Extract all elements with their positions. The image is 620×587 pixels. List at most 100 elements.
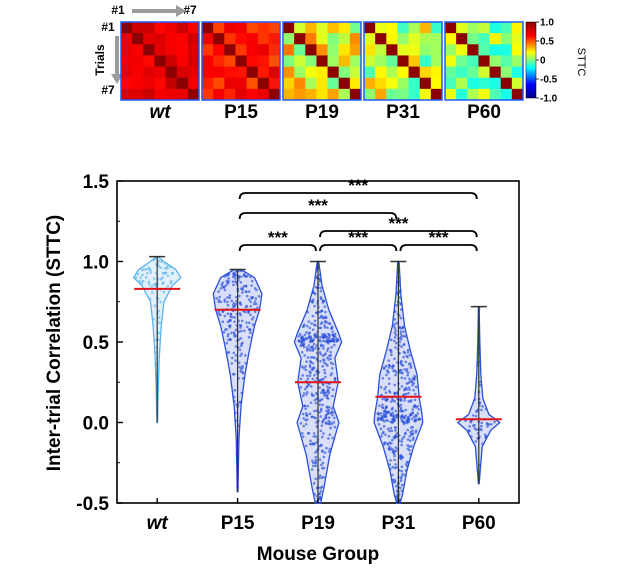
data-point: [376, 418, 380, 422]
data-point: [251, 316, 255, 319]
data-point: [239, 354, 242, 358]
heatmap-cell: [283, 55, 295, 67]
data-point: [403, 377, 407, 380]
x-axis-label: Mouse Group: [257, 544, 379, 565]
data-point: [218, 295, 221, 299]
data-point: [304, 444, 308, 448]
heatmap-cell: [316, 44, 328, 56]
data-point: [329, 340, 332, 343]
data-point: [323, 326, 327, 329]
data-point: [394, 409, 398, 413]
heatmap-cell: [176, 44, 189, 56]
heatmap-cell: [456, 22, 468, 34]
data-point: [321, 354, 325, 358]
data-point: [329, 426, 332, 430]
heatmap-cell: [143, 55, 155, 67]
heatmap-cell: [511, 22, 524, 34]
data-point: [221, 320, 225, 323]
trial-row-start-label: #1: [101, 20, 115, 34]
heatmap-cell: [213, 77, 225, 90]
heatmap-cell: [500, 44, 513, 56]
data-point: [402, 330, 405, 333]
data-point: [406, 371, 410, 374]
data-point: [412, 388, 415, 392]
data-point: [325, 446, 328, 450]
data-point: [323, 333, 327, 336]
heatmap-cell: [187, 33, 200, 45]
data-point: [247, 321, 251, 325]
data-point: [393, 383, 397, 387]
data-point: [217, 298, 221, 302]
data-point: [407, 386, 411, 389]
data-point: [393, 392, 397, 395]
heatmap-cell: [419, 22, 432, 34]
heatmap-cell: [489, 66, 502, 79]
data-point: [384, 433, 387, 436]
data-point: [241, 377, 245, 380]
data-point: [312, 432, 316, 435]
data-point: [387, 366, 391, 369]
data-point: [311, 442, 315, 445]
y-tick-label: 0.0: [83, 414, 109, 435]
heatmap-cell: [121, 44, 133, 56]
heatmap-border: [282, 21, 362, 101]
heatmap-cell: [349, 33, 362, 45]
significance-label: ***: [348, 176, 368, 195]
data-point: [302, 417, 305, 420]
heatmap-P19: P19: [282, 21, 362, 123]
heatmap-cell: [213, 66, 225, 79]
heatmap-cell: [235, 66, 247, 79]
heatmap-cell: [305, 88, 317, 101]
heatmap-cell: [489, 88, 502, 101]
heatmap-cell: [375, 33, 387, 45]
data-point: [244, 305, 248, 309]
heatmap-cell: [327, 66, 340, 79]
data-point: [408, 435, 411, 438]
heatmap-cell: [294, 22, 306, 34]
heatmap-cell: [257, 66, 270, 79]
heatmap-cell: [386, 55, 398, 67]
data-point: [230, 362, 234, 365]
data-point: [480, 421, 484, 425]
data-point: [399, 415, 403, 419]
data-point: [320, 476, 324, 479]
heatmap-cell: [202, 44, 214, 56]
data-point: [160, 260, 163, 263]
data-point: [331, 388, 335, 392]
x-tick-label-P19: P19: [301, 513, 335, 534]
heatmap-cell: [283, 77, 295, 90]
data-point: [394, 329, 397, 332]
data-point: [407, 391, 410, 395]
data-point: [226, 303, 230, 307]
bracket-line: [238, 244, 317, 252]
data-point: [217, 310, 220, 313]
data-point: [400, 440, 404, 443]
data-point: [327, 437, 330, 440]
heatmap-cell: [154, 44, 166, 56]
data-point: [313, 373, 316, 377]
data-point: [416, 412, 420, 415]
data-point: [318, 474, 322, 477]
data-point: [217, 300, 221, 304]
heatmap-P15: P15: [201, 21, 281, 123]
heatmap-cell: [375, 55, 387, 67]
data-point: [164, 271, 168, 275]
data-point: [474, 428, 478, 432]
heatmap-cell: [419, 88, 432, 101]
data-point: [309, 439, 312, 443]
data-point: [305, 324, 309, 328]
data-point: [406, 447, 410, 451]
data-point: [399, 332, 403, 336]
heatmap-P60: P60: [444, 21, 524, 123]
data-point: [307, 320, 311, 323]
data-point: [307, 332, 311, 335]
heatmap-cell: [375, 77, 387, 90]
data-point: [402, 435, 406, 439]
data-point: [417, 407, 421, 411]
heatmap-cell: [478, 33, 490, 45]
data-point: [301, 325, 305, 328]
heatmap-cell: [419, 66, 432, 79]
heatmap-cell: [500, 22, 513, 34]
heatmap-cell: [224, 88, 236, 101]
data-point: [138, 279, 142, 283]
